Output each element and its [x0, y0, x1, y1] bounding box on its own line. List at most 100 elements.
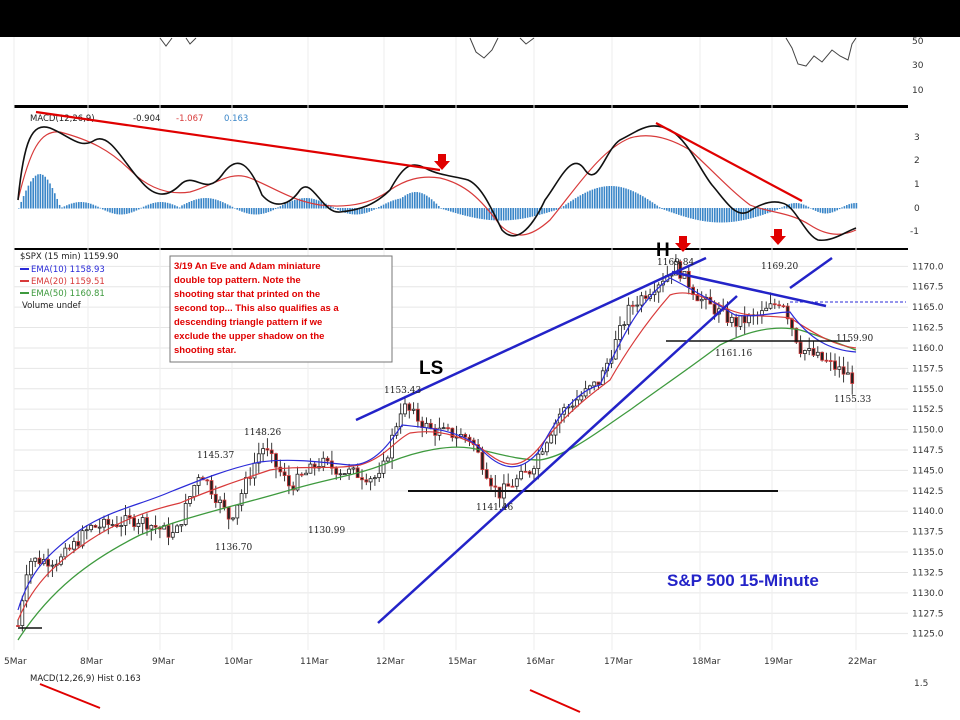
macd-hist-bar	[32, 178, 34, 209]
ls-label: LS	[419, 358, 443, 379]
bottom-panel-tick: 1.5	[914, 679, 928, 689]
candle	[463, 434, 468, 438]
macd-hist-bar	[807, 206, 810, 209]
candle	[119, 525, 124, 527]
macd-hist-bar	[649, 200, 651, 209]
macd-hist-bar	[253, 208, 255, 215]
macd-hist-bar	[802, 204, 805, 209]
macd-hist-bar	[567, 202, 570, 209]
macd-hist-bar	[267, 208, 270, 213]
candle	[188, 496, 192, 504]
macd-hist-bar	[188, 201, 190, 209]
macd-hist-bar	[70, 203, 73, 209]
macd-hist-bar	[118, 208, 121, 215]
macd-hist-bar	[406, 194, 409, 209]
candle	[596, 381, 601, 386]
macd-hist-bar	[822, 208, 824, 214]
macd-hist-bar	[25, 190, 27, 209]
macd-hist-bar	[284, 203, 286, 209]
candle	[377, 472, 382, 479]
macd-hist-bar	[637, 193, 639, 209]
date-tick: 18Mar	[692, 657, 721, 667]
chart-title: S&P 500 15-Minute	[667, 571, 819, 590]
price-tick: 1155.0	[912, 385, 944, 395]
price-label: 1148.26	[244, 428, 281, 438]
candle	[626, 304, 631, 326]
macd-hist-bar	[387, 202, 390, 209]
macd-hist-bar	[337, 208, 339, 210]
macd-hist-bar	[846, 205, 848, 209]
macd-hist-bar	[589, 190, 591, 209]
candle	[815, 351, 820, 356]
candle	[222, 499, 227, 508]
note-line: exclude the upper shadow on the	[174, 331, 324, 342]
candle	[489, 477, 493, 487]
price-labels: 1136.70 1145.37 1148.26 1130.99 1153.43 …	[197, 258, 873, 553]
date-tick: 17Mar	[604, 657, 633, 667]
macd-hist-bar	[632, 191, 634, 209]
macd-hist-bar	[265, 208, 267, 213]
candle	[170, 532, 175, 538]
candle	[807, 348, 812, 351]
macd-hist-bar	[834, 208, 836, 212]
candle	[278, 466, 283, 473]
macd-hist-bar	[363, 208, 366, 214]
note-line: double top pattern. Note the	[174, 275, 301, 286]
price-tick: 1145.0	[912, 466, 944, 476]
rsi-tick: 50	[912, 37, 924, 47]
macd-hist-bar	[447, 208, 450, 211]
macd-hist-bar	[709, 208, 711, 222]
macd-hist-bar	[378, 207, 380, 209]
candle	[304, 472, 309, 476]
macd-hist-bar	[92, 204, 94, 209]
macd-hist-bar	[529, 208, 531, 218]
macd-hist-bar	[130, 208, 133, 213]
macd-hist-bar	[817, 208, 819, 212]
price-label: 1159.90	[836, 334, 873, 344]
macd-label: MACD(12,26,9)	[30, 114, 95, 124]
macd-hist-bar	[303, 198, 306, 209]
candle	[811, 348, 816, 356]
macd-hist-bar	[289, 201, 291, 209]
macd-hist-bar	[327, 204, 330, 209]
price-label: 1169.20	[761, 262, 798, 272]
candle	[72, 541, 76, 550]
candle	[579, 395, 584, 401]
macd-hist-bar	[435, 203, 438, 209]
price-label: 1153.43	[384, 386, 421, 396]
candle	[286, 475, 291, 487]
candle	[540, 451, 545, 455]
macd-hist-bar	[486, 208, 488, 220]
candle	[833, 360, 837, 370]
candle	[16, 625, 20, 627]
macd-hist-bar	[824, 208, 826, 214]
candle	[347, 468, 352, 475]
macd-hist-bar	[757, 208, 759, 217]
macd-hist-bar	[666, 208, 668, 211]
rsi-tick: 30	[912, 61, 924, 71]
macd-hist-bar	[282, 204, 284, 209]
candle	[695, 294, 700, 302]
note-line: shooting star.	[174, 345, 236, 356]
macd-hist-bar	[510, 208, 512, 221]
candle	[385, 457, 390, 462]
macd-hist-bar	[735, 208, 738, 222]
macd-hist-bar	[214, 199, 217, 209]
macd-hist-bar	[152, 203, 154, 209]
macd-hist-bar	[248, 208, 250, 214]
macd-hist-bar	[164, 202, 166, 209]
macd-hist-bar	[680, 208, 682, 216]
macd-hist-bar	[634, 192, 637, 209]
candle	[299, 473, 304, 476]
candle	[183, 503, 188, 525]
candle	[153, 525, 158, 528]
legend-ema10: EMA(10) 1158.93	[31, 265, 105, 275]
macd-hist-bar	[27, 185, 30, 209]
macd-hist-bar	[644, 197, 646, 209]
macd-hist-bar	[332, 207, 334, 209]
price-tick: 1160.0	[912, 344, 944, 354]
candle	[291, 485, 296, 491]
macd-hist-bar	[646, 199, 649, 209]
candle	[772, 303, 777, 306]
macd-hist-bar	[711, 208, 714, 223]
